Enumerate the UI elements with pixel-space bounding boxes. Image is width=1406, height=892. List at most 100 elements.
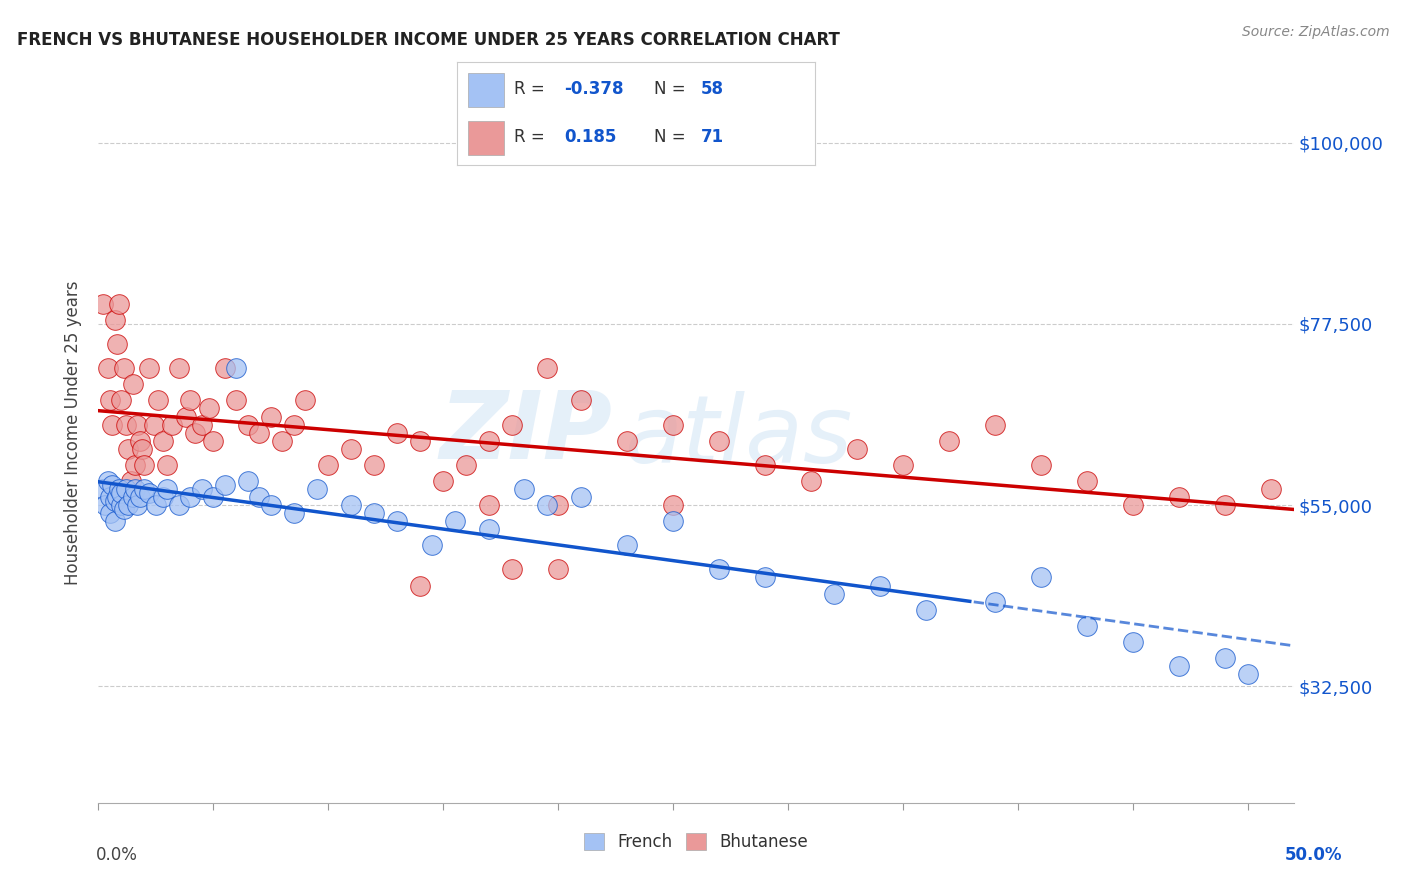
Point [536,498,558,512]
Point [101,417,124,432]
Point [754,570,776,584]
Point [340,498,363,512]
Point [547,562,569,576]
Bar [468,73,503,106]
Point [271,434,294,448]
Point [247,425,270,440]
Point [160,417,183,432]
Text: 50.0%: 50.0% [1285,846,1343,863]
Point [501,417,523,432]
Point [409,434,432,448]
Point [260,498,283,512]
Point [120,474,142,488]
Point [984,594,1007,608]
Point [754,458,776,472]
Point [97,474,120,488]
Point [108,297,131,311]
Text: 58: 58 [700,80,724,98]
Point [1029,458,1052,472]
Point [363,506,385,520]
Point [103,494,125,508]
Point [142,417,165,432]
Point [167,361,190,376]
Text: ZIP: ZIP [440,386,613,479]
Point [97,361,120,376]
Text: N =: N = [654,128,690,146]
Point [547,498,569,512]
Point [115,482,138,496]
Point [174,409,197,424]
Point [984,417,1007,432]
Point [91,297,114,311]
Point [148,393,170,408]
Point [409,578,432,592]
Point [103,313,125,327]
Point [122,490,145,504]
Point [179,490,201,504]
Point [94,498,117,512]
Point [134,458,156,472]
Point [117,442,139,456]
Point [179,393,201,408]
Point [128,490,150,504]
Point [236,417,259,432]
Point [124,482,146,496]
Y-axis label: Householder Income Under 25 years: Householder Income Under 25 years [65,280,83,585]
Point [1260,482,1282,496]
Point [108,482,131,496]
Point [214,361,236,376]
Point [225,393,247,408]
Point [294,393,316,408]
Point [616,538,638,552]
Point [478,434,501,448]
Point [456,458,478,472]
Point [512,482,534,496]
Point [420,538,443,552]
Point [214,478,236,492]
Point [191,482,214,496]
Point [98,393,121,408]
Point [662,514,685,528]
Point [112,361,135,376]
Point [662,417,685,432]
Point [184,425,207,440]
Text: -0.378: -0.378 [565,80,624,98]
Point [197,401,219,416]
Text: 71: 71 [700,128,724,146]
Point [305,482,328,496]
Point [478,522,501,536]
Point [914,602,936,616]
Point [1122,635,1144,649]
Point [152,434,174,448]
Point [1076,619,1098,633]
Point [443,514,465,528]
Point [1076,474,1098,488]
Point [247,490,270,504]
Point [1122,498,1144,512]
Point [105,337,128,351]
Text: N =: N = [654,80,690,98]
Point [1167,659,1189,673]
Point [478,498,501,512]
Point [134,482,156,496]
Text: FRENCH VS BHUTANESE HOUSEHOLDER INCOME UNDER 25 YEARS CORRELATION CHART: FRENCH VS BHUTANESE HOUSEHOLDER INCOME U… [17,31,839,49]
Point [103,514,125,528]
Point [128,434,150,448]
Point [501,562,523,576]
Text: atlas: atlas [624,391,852,482]
Text: R =: R = [515,128,555,146]
Point [869,578,891,592]
Point [112,502,135,516]
Point [938,434,960,448]
Point [138,486,160,500]
Point [385,514,409,528]
Point [167,498,190,512]
Point [432,474,454,488]
Point [127,498,149,512]
Point [891,458,914,472]
Point [110,486,132,500]
Point [202,490,225,504]
Point [1213,498,1236,512]
Point [1167,490,1189,504]
Point [98,506,121,520]
